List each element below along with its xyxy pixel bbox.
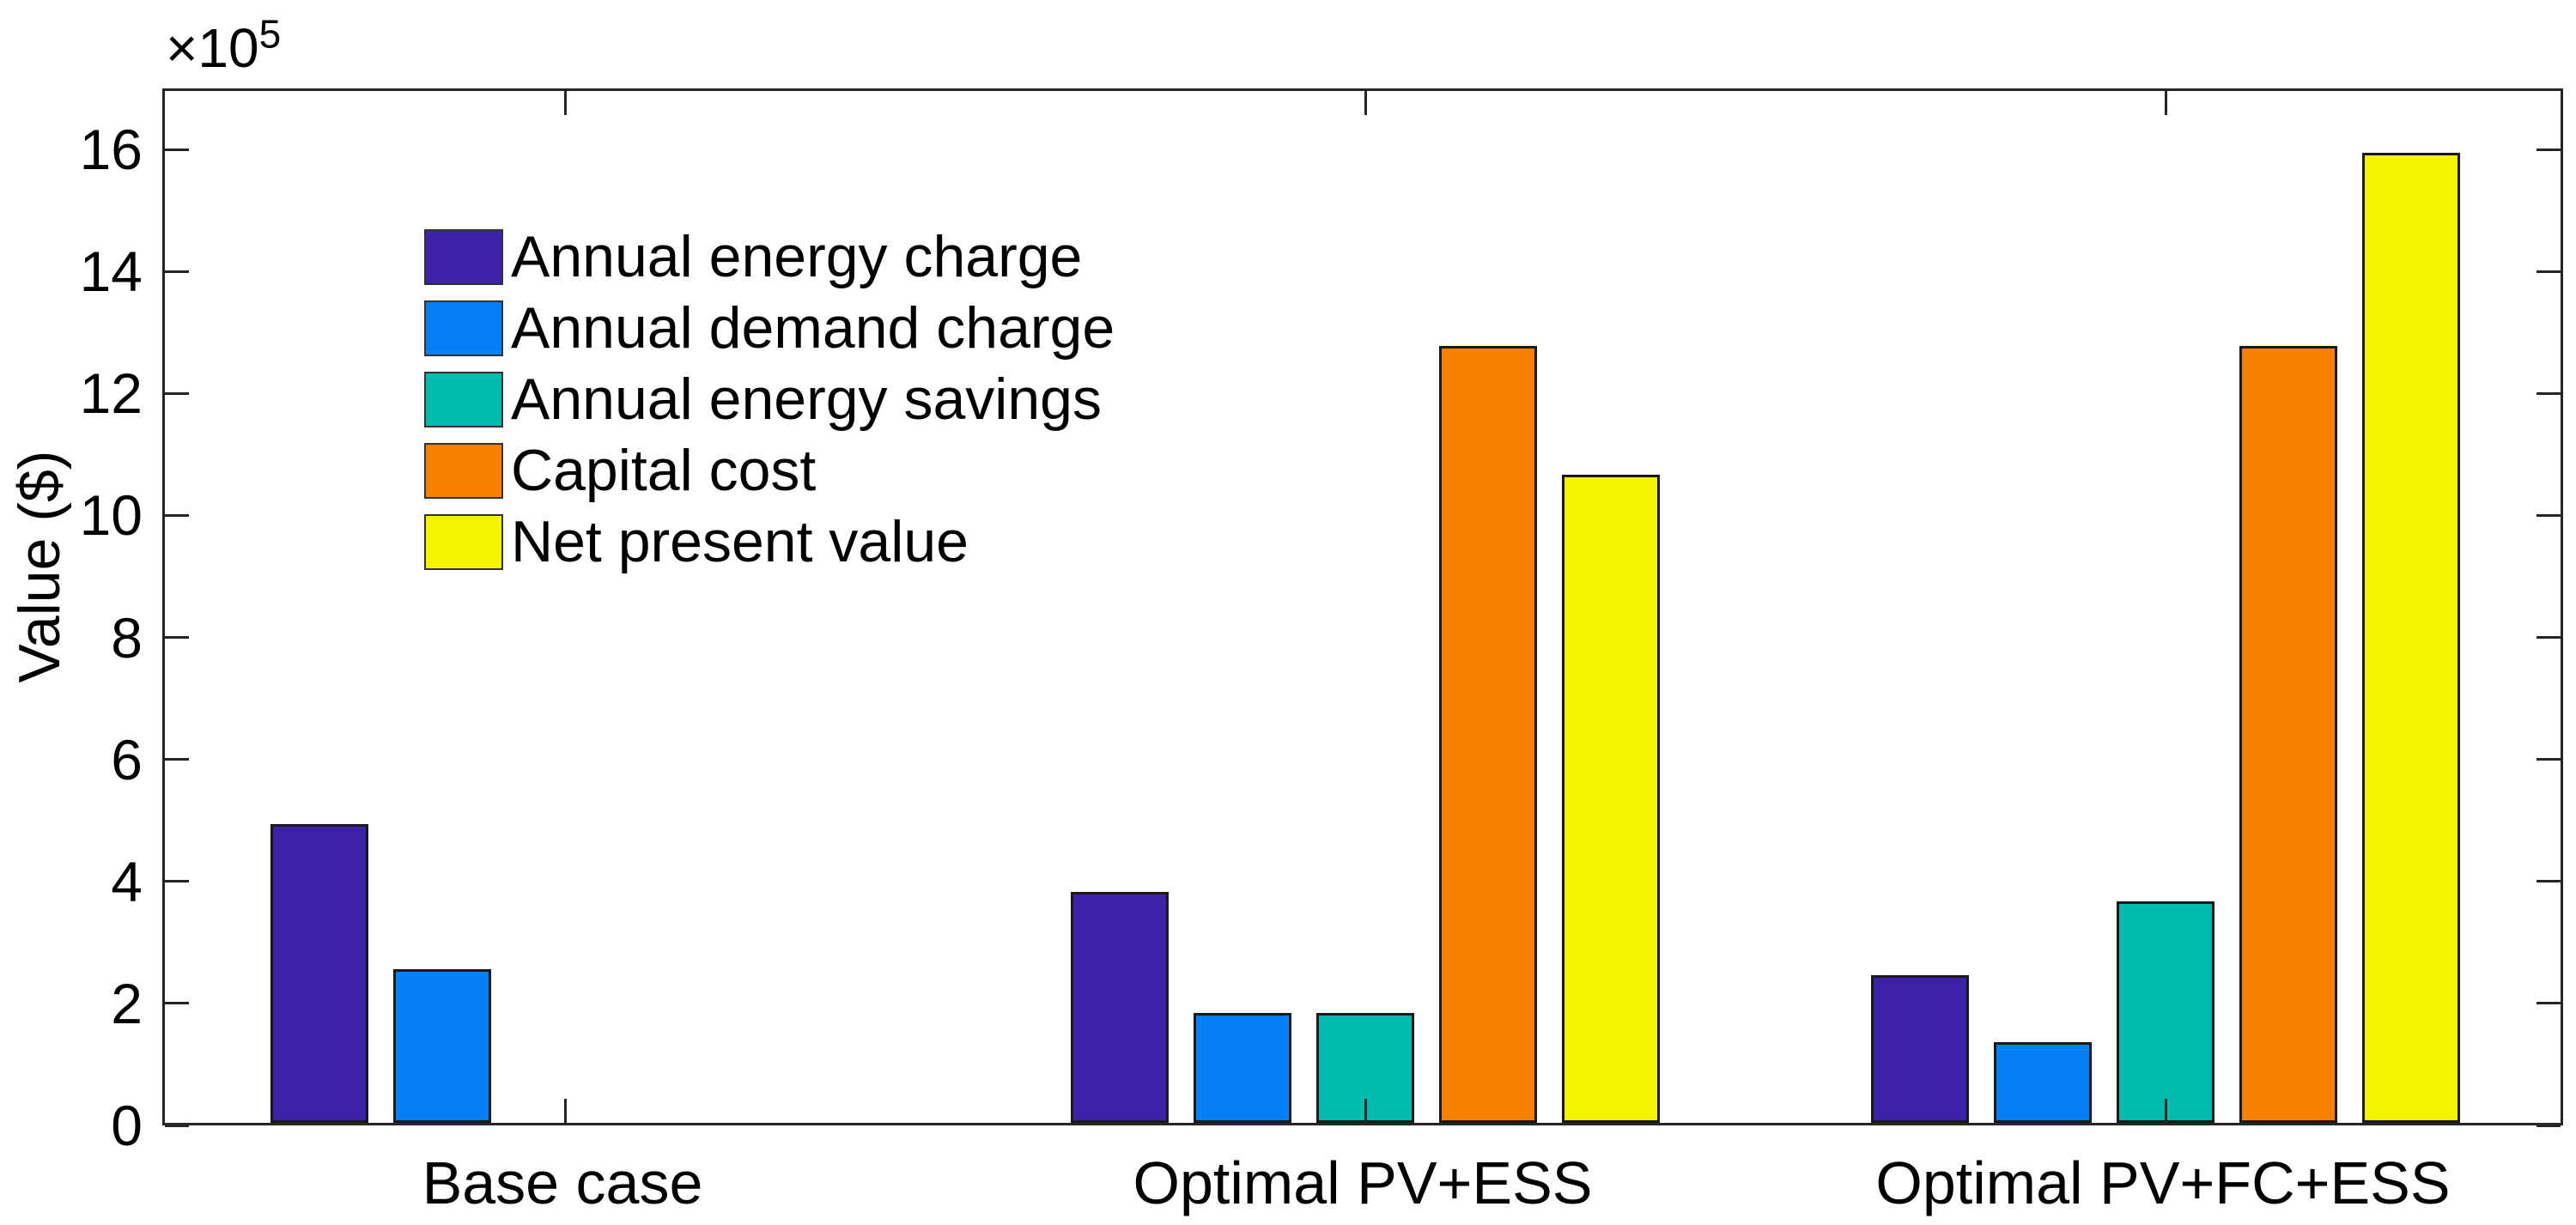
legend-swatch [424,300,503,356]
y-tick-label: 12 [79,361,143,426]
legend-item: Annual energy charge [424,227,1082,286]
bar-3-cat-3 [2117,901,2215,1123]
x-tick-mark-bottom [563,1099,567,1123]
y-tick-label: 0 [111,1094,143,1157]
legend-swatch [424,228,503,285]
y-tick-label: 2 [111,971,143,1035]
y-tick-label: 4 [111,849,143,913]
y-tick-mark-right [2537,148,2561,151]
x-tick-mark-top [2164,91,2167,115]
legend-label: Net present value [511,509,969,574]
y-tick-mark-left [165,513,189,517]
x-category-label: Optimal PV+ESS [1133,1149,1593,1216]
y-tick-mark-right [2537,1002,2561,1005]
bar-1-cat-1 [270,823,368,1123]
bar-5-cat-3 [2362,153,2460,1123]
plot-area [162,88,2563,1127]
y-tick-mark-left [165,1002,189,1005]
legend-swatch [424,513,503,570]
legend-item: Capital cost [424,441,816,500]
y-tick-mark-left [165,758,189,761]
y-tick-label: 6 [111,727,143,791]
y-axis-exponent-base: ×10 [166,17,259,79]
x-category-label: Optimal PV+FC+ESS [1875,1149,2451,1216]
y-tick-mark-left [165,1124,189,1127]
y-tick-mark-right [2537,270,2561,273]
x-tick-mark-top [563,91,567,115]
bar-5-cat-2 [1562,474,1660,1123]
bar-1-cat-3 [1871,975,1969,1123]
bar-2-cat-3 [1994,1042,2092,1123]
y-tick-mark-left [165,270,189,273]
legend-swatch [424,371,503,428]
y-tick-mark-right [2537,1124,2561,1127]
y-tick-label: 10 [79,483,143,548]
y-tick-mark-right [2537,880,2561,883]
y-axis-exponent-power: 5 [258,11,282,57]
y-tick-label: 8 [111,605,143,670]
bar-1-cat-2 [1071,892,1169,1123]
x-tick-mark-top [1364,91,1367,115]
y-tick-label: 16 [79,118,143,182]
legend-swatch [424,442,503,499]
x-tick-mark-bottom [1364,1099,1367,1123]
legend-label: Annual energy savings [511,367,1103,432]
bar-4-cat-3 [2239,346,2337,1123]
x-category-label: Base case [422,1149,703,1216]
y-tick-mark-right [2537,636,2561,640]
y-tick-mark-left [165,880,189,883]
y-tick-mark-right [2537,391,2561,395]
bar-2-cat-1 [393,968,491,1123]
legend-label: Capital cost [511,438,817,503]
bar-2-cat-2 [1194,1013,1291,1123]
y-tick-mark-left [165,636,189,640]
legend-item: Net present value [424,512,969,571]
legend-item: Annual energy savings [424,370,1102,428]
y-tick-mark-left [165,391,189,395]
y-tick-mark-right [2537,513,2561,517]
y-tick-mark-right [2537,758,2561,761]
y-tick-mark-left [165,148,189,151]
legend-label: Annual energy charge [511,224,1083,289]
legend-item: Annual demand charge [424,299,1115,357]
bar-4-cat-2 [1439,346,1537,1123]
y-tick-label: 14 [79,240,143,304]
x-tick-mark-bottom [2164,1099,2167,1123]
y-axis-exponent-label: ×105 [166,15,281,76]
legend-label: Annual demand charge [511,295,1115,361]
